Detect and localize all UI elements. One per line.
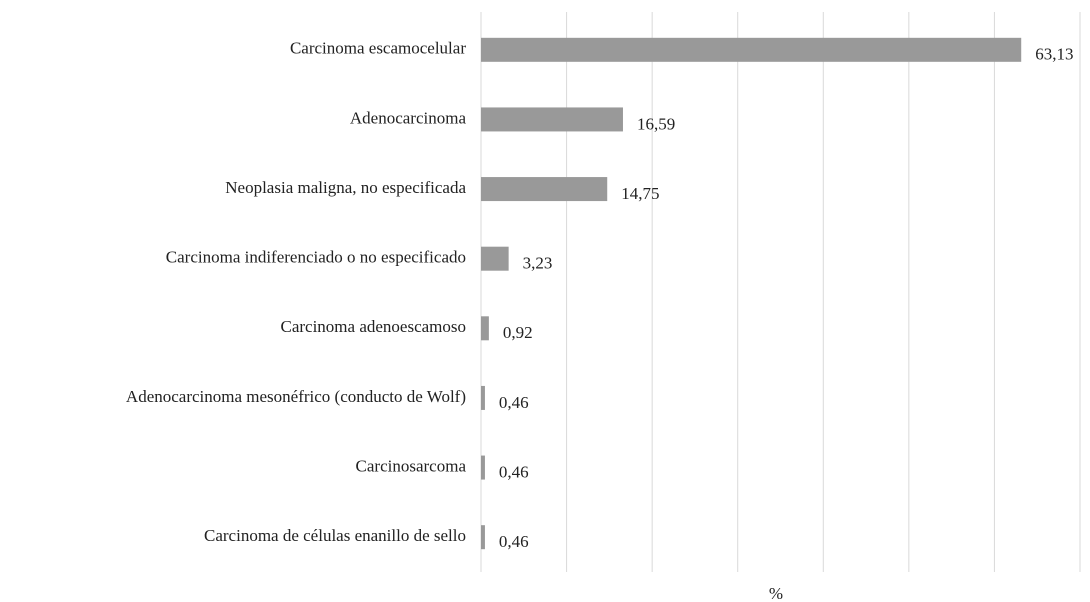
value-label: 63,13 [1035,45,1073,64]
x-axis-label: % [769,584,783,602]
bar [481,525,485,550]
y-tick-label: Neoplasia maligna, no especificada [225,178,466,197]
bar [481,107,623,132]
value-label: 0,46 [499,532,529,551]
y-tick-label: Carcinoma adenoescamoso [280,317,466,336]
y-tick-label: Adenocarcinoma mesonéfrico (conducto de … [126,387,466,406]
value-label: 16,59 [637,114,675,133]
bar [481,177,608,202]
bar [481,246,509,271]
value-label: 0,46 [499,462,529,481]
bar [481,37,1022,62]
bar [481,455,485,480]
value-label: 14,75 [621,184,659,203]
value-label: 0,92 [503,323,533,342]
bar [481,385,485,410]
y-tick-label: Carcinoma indiferenciado o no especifica… [166,248,466,267]
bar [481,316,489,341]
y-tick-label: Carcinosarcoma [356,456,467,475]
value-label: 0,46 [499,393,529,412]
y-tick-label: Carcinoma escamocelular [290,39,466,58]
y-tick-label: Carcinoma de células enanillo de sello [204,526,466,545]
value-label: 3,23 [523,254,553,273]
y-tick-label: Adenocarcinoma [350,108,467,127]
